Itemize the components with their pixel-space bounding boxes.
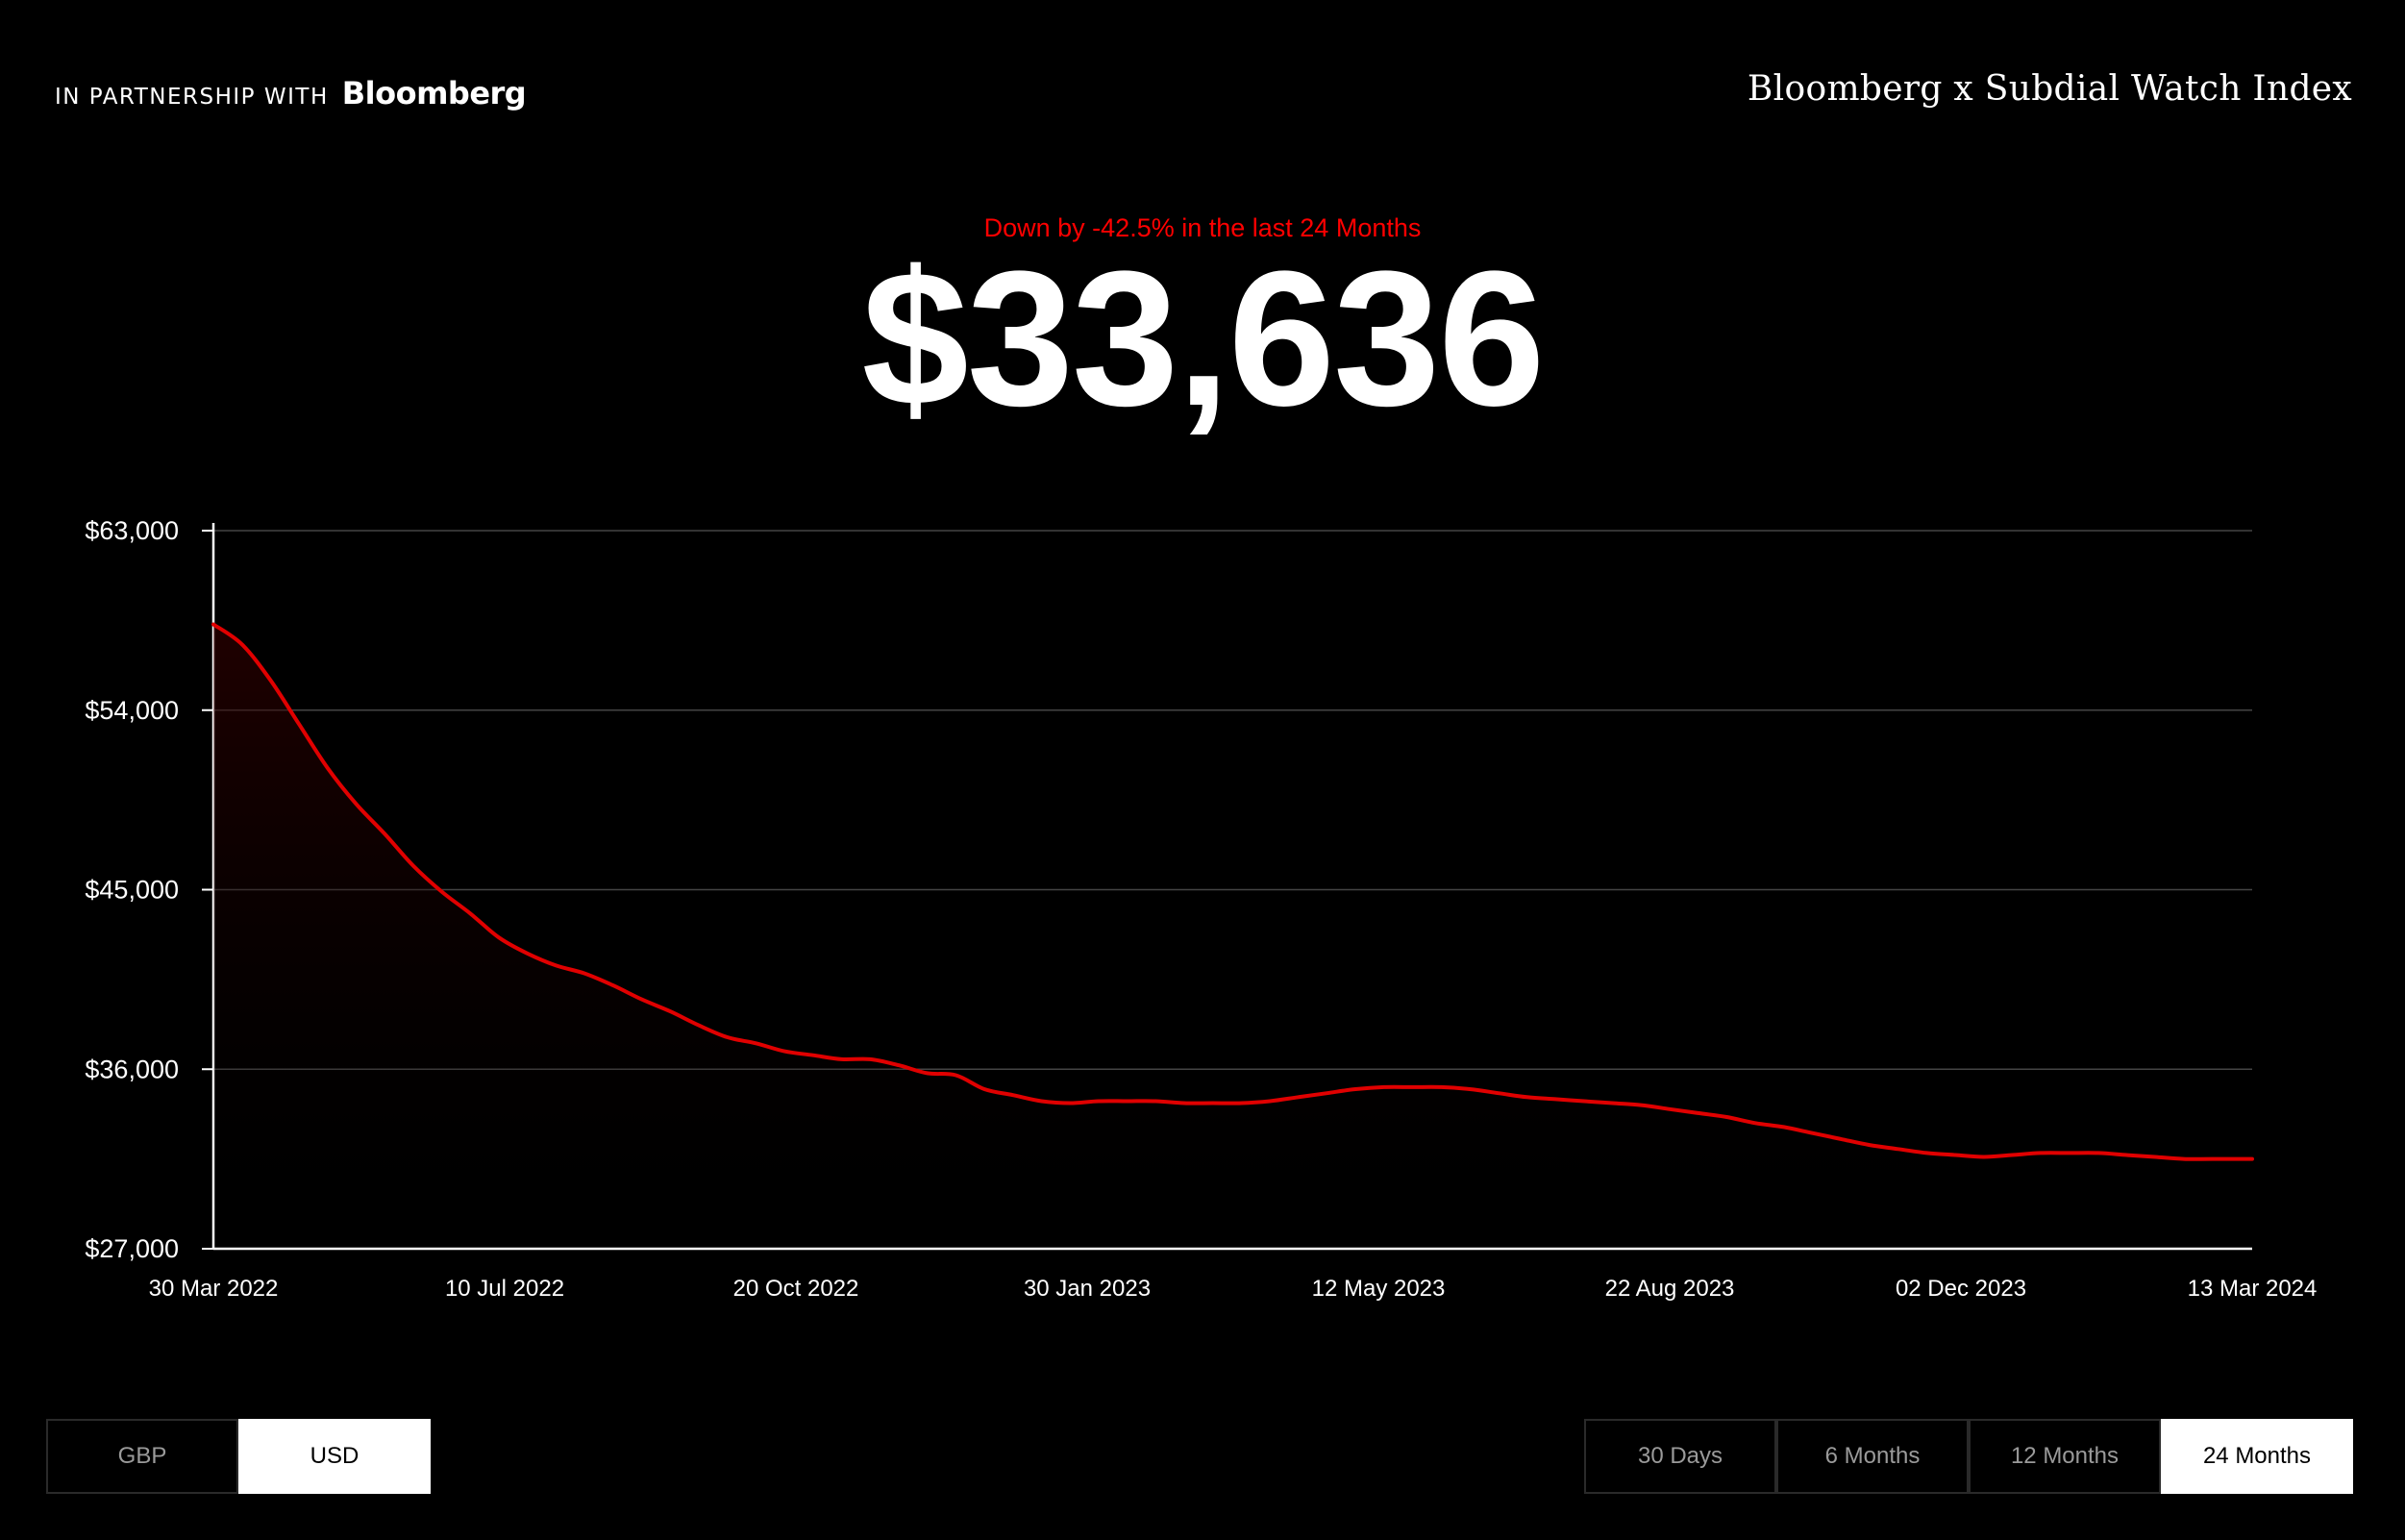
- x-tick-label: 02 Dec 2023: [1896, 1276, 2026, 1302]
- x-tick-label: 20 Oct 2022: [733, 1276, 859, 1302]
- bloomberg-logo: Bloomberg: [341, 75, 527, 112]
- currency-usd-button[interactable]: USD: [238, 1419, 431, 1494]
- y-axis-ticks: $63,000 $54,000 $45,000 $36,000 $27,000: [85, 516, 179, 1263]
- range-12-months-button[interactable]: 12 Months: [1969, 1419, 2161, 1494]
- partnership-prefix: IN PARTNERSHIP WITH: [55, 85, 329, 110]
- x-axis-ticks: 30 Mar 2022 10 Jul 2022 20 Oct 2022 30 Jan …: [149, 1276, 2318, 1302]
- x-tick-label: 22 Aug 2023: [1605, 1276, 1735, 1302]
- x-tick-label: 12 May 2023: [1312, 1276, 1446, 1302]
- currency-toggle: GBP USD: [46, 1419, 431, 1494]
- time-range-toggle: 30 Days 6 Months 12 Months 24 Months: [1584, 1419, 2353, 1494]
- x-tick-label: 30 Jan 2023: [1024, 1276, 1151, 1302]
- change-summary: Down by -42.5% in the last 24 Months: [983, 213, 1422, 242]
- y-tick-label: $54,000: [85, 696, 179, 725]
- price-area-fill: [213, 624, 2252, 1249]
- range-6-months-button[interactable]: 6 Months: [1776, 1419, 1969, 1494]
- x-tick-label: 30 Mar 2022: [149, 1276, 279, 1302]
- y-tick-label: $45,000: [85, 876, 179, 905]
- y-tick-label: $36,000: [85, 1055, 179, 1083]
- range-24-months-button[interactable]: 24 Months: [2161, 1419, 2353, 1494]
- y-tick-label: $27,000: [85, 1234, 179, 1263]
- partnership-banner: IN PARTNERSHIP WITH Bloomberg: [55, 75, 527, 112]
- price-chart: $63,000 $54,000 $45,000 $36,000 $27,000 30 M…: [85, 516, 2318, 1302]
- x-tick-label: 10 Jul 2022: [445, 1276, 564, 1302]
- current-price: $33,636: [861, 232, 1546, 446]
- index-title: Bloomberg x Subdial Watch Index: [1747, 69, 2352, 109]
- y-tick-label: $63,000: [85, 516, 179, 545]
- currency-gbp-button[interactable]: GBP: [46, 1419, 238, 1494]
- price-line: [211, 622, 2254, 1161]
- range-30-days-button[interactable]: 30 Days: [1584, 1419, 1776, 1494]
- x-tick-label: 13 Mar 2024: [2188, 1276, 2318, 1302]
